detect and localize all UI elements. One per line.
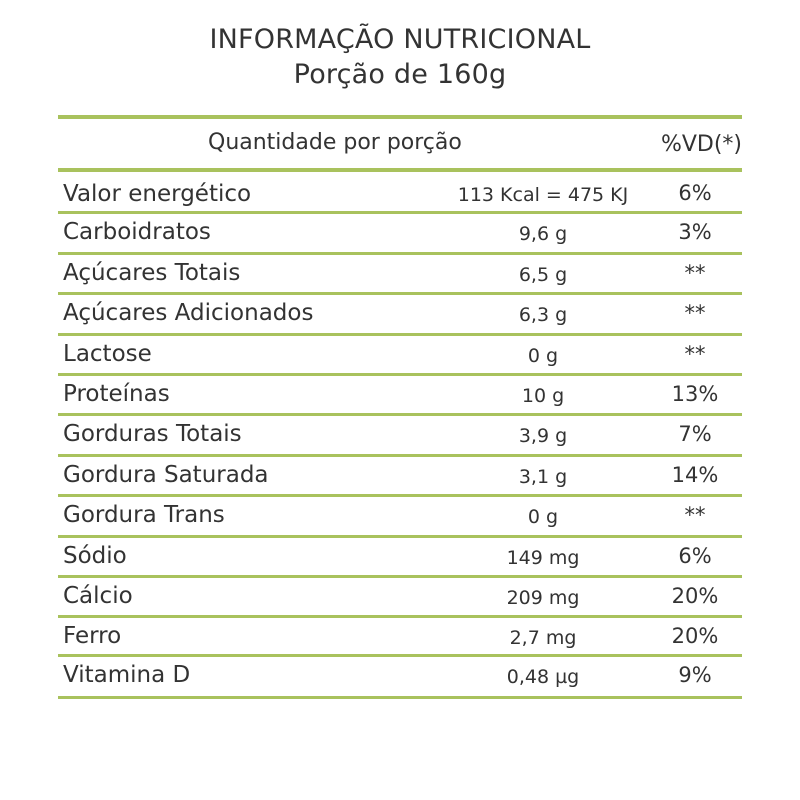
nutrient-name: Proteínas bbox=[63, 381, 170, 407]
nutrient-amount: 113 Kcal = 475 KJ bbox=[457, 184, 629, 206]
nutrient-dv: ** bbox=[684, 342, 706, 366]
nutrient-amount: 149 mg bbox=[506, 547, 580, 569]
row-rule bbox=[58, 373, 742, 376]
table-row: Carboidratos 9,6 g 3% bbox=[58, 214, 742, 255]
nutrient-dv: ** bbox=[684, 261, 706, 285]
nutrient-amount: 0 g bbox=[527, 345, 559, 367]
nutrient-name: Ferro bbox=[63, 623, 122, 649]
header-rule bbox=[58, 168, 742, 172]
nutrient-amount: 2,7 mg bbox=[509, 627, 577, 649]
nutrient-amount: 0,48 µg bbox=[506, 666, 580, 688]
nutrient-dv: 9% bbox=[678, 663, 712, 687]
nutrient-name: Açúcares Adicionados bbox=[63, 300, 314, 326]
table-row: Valor energético 113 Kcal = 475 KJ 6% bbox=[58, 172, 742, 214]
nutrient-amount: 6,5 g bbox=[518, 264, 568, 286]
nutrient-amount: 3,1 g bbox=[518, 466, 568, 488]
row-rule bbox=[58, 292, 742, 295]
nutrient-dv: 6% bbox=[678, 544, 712, 568]
dv-header: %VD(*) bbox=[660, 132, 742, 157]
nutrient-amount: 6,3 g bbox=[518, 304, 568, 326]
table-row: Ferro 2,7 mg 20% bbox=[58, 618, 742, 657]
nutrient-dv: 14% bbox=[671, 463, 719, 487]
serving-size-title: Porção de 160g bbox=[293, 59, 507, 90]
row-rule bbox=[58, 252, 742, 255]
nutrient-amount: 0 g bbox=[527, 506, 559, 528]
table-row: Gorduras Totais 3,9 g 7% bbox=[58, 416, 742, 457]
table-row: Açúcares Totais 6,5 g ** bbox=[58, 255, 742, 295]
table-row: Gordura Trans 0 g ** bbox=[58, 497, 742, 538]
table-header-row: Quantidade por porção %VD(*) bbox=[58, 119, 742, 168]
row-rule bbox=[58, 413, 742, 416]
nutrient-dv: 7% bbox=[678, 422, 712, 446]
nutrient-name: Valor energético bbox=[63, 181, 252, 207]
table-row: Sódio 149 mg 6% bbox=[58, 538, 742, 578]
nutrient-name: Gordura Saturada bbox=[63, 462, 269, 488]
table-row: Gordura Saturada 3,1 g 14% bbox=[58, 457, 742, 497]
row-rule bbox=[58, 211, 742, 214]
row-rule bbox=[58, 654, 742, 657]
row-rule bbox=[58, 575, 742, 578]
quantity-header: Quantidade por porção bbox=[208, 130, 462, 155]
nutrient-amount: 9,6 g bbox=[518, 223, 568, 245]
row-rule bbox=[58, 535, 742, 538]
nutrient-name: Vitamina D bbox=[63, 662, 191, 688]
nutrient-dv: 20% bbox=[671, 584, 719, 608]
nutrient-name: Gorduras Totais bbox=[63, 421, 242, 447]
title-line-1: INFORMAÇÃO NUTRICIONAL bbox=[209, 24, 591, 55]
nutrient-amount: 3,9 g bbox=[518, 425, 568, 447]
row-rule bbox=[58, 696, 742, 699]
nutrient-amount: 10 g bbox=[521, 385, 565, 407]
nutrient-name: Gordura Trans bbox=[63, 502, 225, 528]
nutrient-amount: 209 mg bbox=[506, 587, 580, 609]
nutrient-name: Carboidratos bbox=[63, 219, 211, 245]
table-row: Vitamina D 0,48 µg 9% bbox=[58, 657, 742, 699]
nutrient-name: Lactose bbox=[63, 341, 152, 367]
nutrient-name: Cálcio bbox=[63, 583, 133, 609]
table-row: Lactose 0 g ** bbox=[58, 336, 742, 376]
nutrient-name: Sódio bbox=[63, 543, 127, 569]
table-row: Açúcares Adicionados 6,3 g ** bbox=[58, 295, 742, 336]
nutrient-name: Açúcares Totais bbox=[63, 260, 241, 286]
table-row: Cálcio 209 mg 20% bbox=[58, 578, 742, 618]
row-rule bbox=[58, 454, 742, 457]
table-row: Proteínas 10 g 13% bbox=[58, 376, 742, 416]
table-top-rule bbox=[58, 115, 742, 119]
row-rule bbox=[58, 615, 742, 618]
nutrient-dv: ** bbox=[684, 301, 706, 325]
nutrient-dv: 13% bbox=[671, 382, 719, 406]
row-rule bbox=[58, 333, 742, 336]
row-rule bbox=[58, 494, 742, 497]
nutrient-dv: 6% bbox=[678, 181, 712, 205]
nutrient-dv: 3% bbox=[678, 220, 712, 244]
nutrient-dv: 20% bbox=[671, 624, 719, 648]
nutrient-dv: ** bbox=[684, 503, 706, 527]
